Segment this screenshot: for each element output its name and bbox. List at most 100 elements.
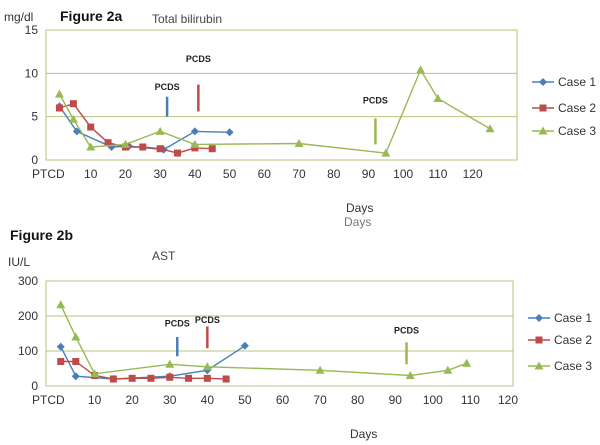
x-tick-label: 60 [276,393,290,407]
y-ticks: 0 5 10 15 [25,23,39,167]
x-axis-label: Days [346,201,373,215]
legend: Case 1 Case 2 Case 3 [528,311,592,373]
data-point-diamond [56,342,65,351]
data-point-square [208,145,216,153]
x-tick-label: 20 [125,393,139,407]
data-point-square [69,100,77,108]
x-axis-label: Days [350,427,377,441]
x-tick-label: 40 [188,167,202,181]
x-tick-label: PTCD [32,167,65,181]
legend-label: Case 2 [558,101,596,115]
annotation-label: PCDS [165,319,190,329]
grid-layer [46,315,513,352]
x-tick-label: 50 [223,167,237,181]
grid-layer [46,72,517,118]
legend-label: Case 3 [558,124,596,138]
chart-title: Total bilirubin [152,12,222,26]
data-point-square [55,104,63,112]
x-tick-label: 110 [461,393,480,407]
legend-label: Case 1 [558,75,596,89]
y-ticks: 0 100 200 300 [18,274,38,393]
data-point-triangle [71,332,81,341]
y-tick-label: 0 [31,153,38,167]
data-point-square [139,143,147,151]
data-point-triangle [315,365,325,374]
x-tick-label: 110 [428,167,447,181]
data-point-square [156,145,164,153]
series-line [60,360,227,380]
data-point-triangle [485,124,495,133]
x-tick-label: 100 [423,393,443,407]
data-point-triangle [405,371,415,379]
data-point-square [87,123,95,131]
data-point-square [57,358,65,365]
data-point-triangle [155,126,165,135]
data-point-square [535,336,543,344]
chart-title: AST [152,249,176,263]
annotation-label: PCDS [394,326,419,336]
data-point-diamond [225,128,234,137]
series-case-2 [57,358,230,383]
data-point-triangle [443,365,453,374]
figure-label: Figure 2b [10,227,73,243]
series-line [60,304,467,377]
data-point-triangle [294,139,304,148]
data-point-triangle [534,361,544,370]
data-point-square [166,373,174,381]
data-point-diamond [72,127,81,136]
data-point-triangle [433,93,443,102]
data-point-square [222,375,230,383]
x-tick-label: 10 [88,393,102,407]
y-tick-label: 100 [18,344,38,358]
data-point-square [539,104,547,112]
x-tick-label: 70 [313,393,327,407]
data-point-square [147,374,155,382]
data-point-diamond [71,372,80,381]
data-point-triangle [538,126,548,135]
data-point-triangle [120,139,130,148]
series-layer [54,65,495,157]
legend-label: Case 3 [554,359,592,373]
x-ticks: PTCD 10 20 30 40 50 60 70 80 90 100 110 120 [32,167,483,181]
data-point-triangle [190,139,200,148]
series-layer [56,300,472,383]
legend-label: Case 1 [554,311,592,325]
data-point-diamond [535,314,543,322]
annotation-label: PCDS [155,82,180,92]
data-point-diamond [190,127,199,136]
data-point-square [174,149,182,157]
y-tick-label: 15 [25,23,39,37]
data-point-triangle [381,148,391,157]
x-tick-label: 30 [163,393,177,407]
x-tick-label: 30 [153,167,167,181]
x-tick-label: 50 [238,393,252,407]
y-tick-label: 0 [31,379,38,393]
x-tick-label: 120 [498,393,518,407]
y-unit-label: IU/L [8,255,30,269]
data-point-triangle [56,300,66,309]
x-tick-label: 80 [351,393,365,407]
y-unit-label: mg/dl [4,10,33,24]
figure-2b: Figure 2b IU/L AST 0 100 200 300 PTCD 10 20 30… [8,227,592,441]
data-point-triangle [68,114,78,123]
series-case-2 [55,100,216,157]
data-point-square [104,139,112,147]
annotations: PCDS PCDS PCDS [155,54,388,145]
legend-label: Case 2 [554,333,592,347]
data-point-triangle [90,369,100,378]
x-axis-label-ghost: Days [344,215,371,229]
y-tick-label: 200 [18,309,38,323]
data-point-triangle [202,362,212,371]
data-point-square [128,374,136,382]
x-tick-label: 90 [389,393,403,407]
x-tick-label: 100 [393,167,413,181]
x-tick-label: 80 [327,167,341,181]
annotations: PCDS PCDS PCDS [165,315,419,365]
x-tick-label: 40 [201,393,215,407]
annotation-label: PCDS [186,54,211,64]
data-point-square [203,374,211,382]
x-tick-label: 60 [258,167,272,181]
figure-2a: mg/dl Figure 2a Total bilirubin 0 5 10 15 P… [4,8,596,229]
plot-frame [45,29,518,161]
